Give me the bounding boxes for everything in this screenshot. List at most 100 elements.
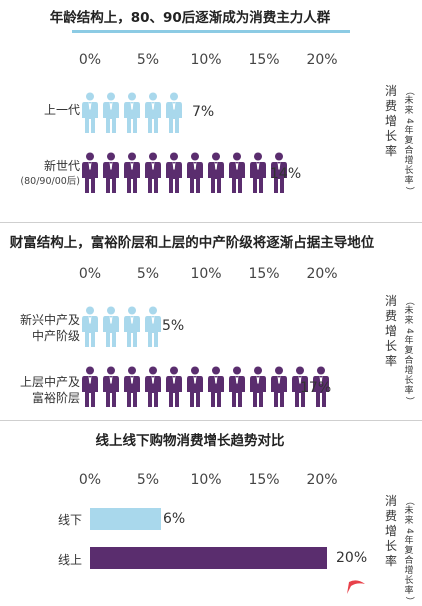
vertical-char: 长 [384,129,397,143]
chart-title-wealth: 财富结构上，富裕阶层和上层的中产阶级将逐渐占据主导地位 [9,235,375,251]
vertical-char: 4 [404,328,414,334]
divider [0,420,422,421]
person-icon [208,366,224,407]
vertical-char: 消 [384,294,397,308]
vertical-char: ） [404,396,414,406]
data-label-emerging-middle: 5% [162,318,185,334]
person-icon [145,92,161,133]
person-icon [313,366,329,407]
person-icon [166,92,182,133]
vertical-char: 年 [404,536,414,546]
vertical-char: 消 [384,84,397,98]
person-icon [103,306,119,347]
person-icon [145,306,161,347]
side-note-cagr: （未来 4 年复合增长率） [404,86,414,196]
vertical-char: 4 [404,118,414,124]
title-underline [72,30,350,33]
axis-tick-label: 0% [78,472,102,488]
vertical-char: ） [404,596,414,606]
category-label-new-generation: 新世代 (80/90/00后) [0,158,80,190]
vertical-char: 率 [384,144,397,158]
person-icon [229,366,245,407]
person-icon [82,306,98,347]
vertical-char: 长 [384,339,397,353]
person-icon [145,152,161,193]
axis-tick-label: 20% [306,52,338,68]
axis-tick-label: 15% [248,472,280,488]
vertical-char: 合 [404,556,414,566]
vertical-char: 未 [404,306,414,316]
bar-online [90,547,327,569]
axis-tick-label: 15% [248,266,280,282]
vertical-char: （ [404,86,414,96]
vertical-char: 增 [384,524,397,538]
vertical-char: 长 [404,576,414,586]
vertical-char: 费 [384,509,397,523]
vertical-char: 率 [404,176,414,186]
vertical-char: 费 [384,99,397,113]
vertical-char: 率 [384,354,397,368]
vertical-char: 消 [384,494,397,508]
axis-tick-label: 0% [78,266,102,282]
vertical-char: 率 [384,554,397,568]
vertical-char: ） [404,186,414,196]
vertical-char: （ [404,296,414,306]
category-line: 上层中产及 [19,375,80,389]
flag-shape [347,580,365,594]
axis-tick-label: 15% [248,52,280,68]
person-icon [82,152,98,193]
axis-tick-label: 10% [190,52,222,68]
people-icons-prev-generation [82,92,187,136]
divider [0,222,422,223]
person-icon [250,366,266,407]
axis-tick-label: 10% [190,266,222,282]
vertical-char: 来 [404,316,414,326]
vertical-char: 长 [404,166,414,176]
person-icon [271,152,287,193]
category-label-offline: 线下 [57,513,82,527]
vertical-char: 来 [404,516,414,526]
vertical-char: 年 [404,336,414,346]
chart-title-channel: 线上线下购物消费增长趋势对比 [95,433,285,449]
flag-icon [347,580,365,594]
vertical-char: 复 [404,546,414,556]
vertical-char: 增 [404,366,414,376]
vertical-char: （ [404,496,414,506]
person-icon [187,366,203,407]
data-label-prev-generation: 7% [192,104,215,120]
axis-tick-label: 5% [136,266,160,282]
person-icon [229,152,245,193]
person-icon [103,92,119,133]
category-line: 中产阶级 [31,329,80,343]
vertical-char: 未 [404,506,414,516]
person-icon [103,366,119,407]
category-main: 新世代 [43,159,80,173]
axis-tick-label: 5% [136,472,160,488]
vertical-char: 增 [384,324,397,338]
vertical-char: 增 [404,156,414,166]
people-icons-upper-middle [82,366,334,410]
person-icon [124,152,140,193]
category-label-online: 线上 [57,553,82,567]
vertical-char: 长 [384,539,397,553]
vertical-char: 年 [404,126,414,136]
people-icons-emerging-middle [82,306,166,350]
person-icon [82,366,98,407]
side-note-cagr: （未来 4 年复合增长率） [404,296,414,406]
vertical-char: 合 [404,356,414,366]
person-icon [124,366,140,407]
side-label-growth-rate: 消费增长率 [384,294,398,369]
vertical-char: 率 [404,586,414,596]
people-icons-new-generation [82,152,292,196]
data-label-online: 20% [336,550,368,566]
person-icon [124,92,140,133]
person-icon [208,152,224,193]
person-icon [166,152,182,193]
category-label-upper-middle: 上层中产及 富裕阶层 [0,374,80,406]
vertical-char: 未 [404,96,414,106]
category-label-prev-generation: 上一代 [43,103,80,117]
chart-title-age: 年龄结构上，80、90后逐渐成为消费主力人群 [49,10,331,26]
category-sub: (80/90/00后) [20,176,80,187]
vertical-char: 增 [384,114,397,128]
axis-tick-label: 0% [78,52,102,68]
